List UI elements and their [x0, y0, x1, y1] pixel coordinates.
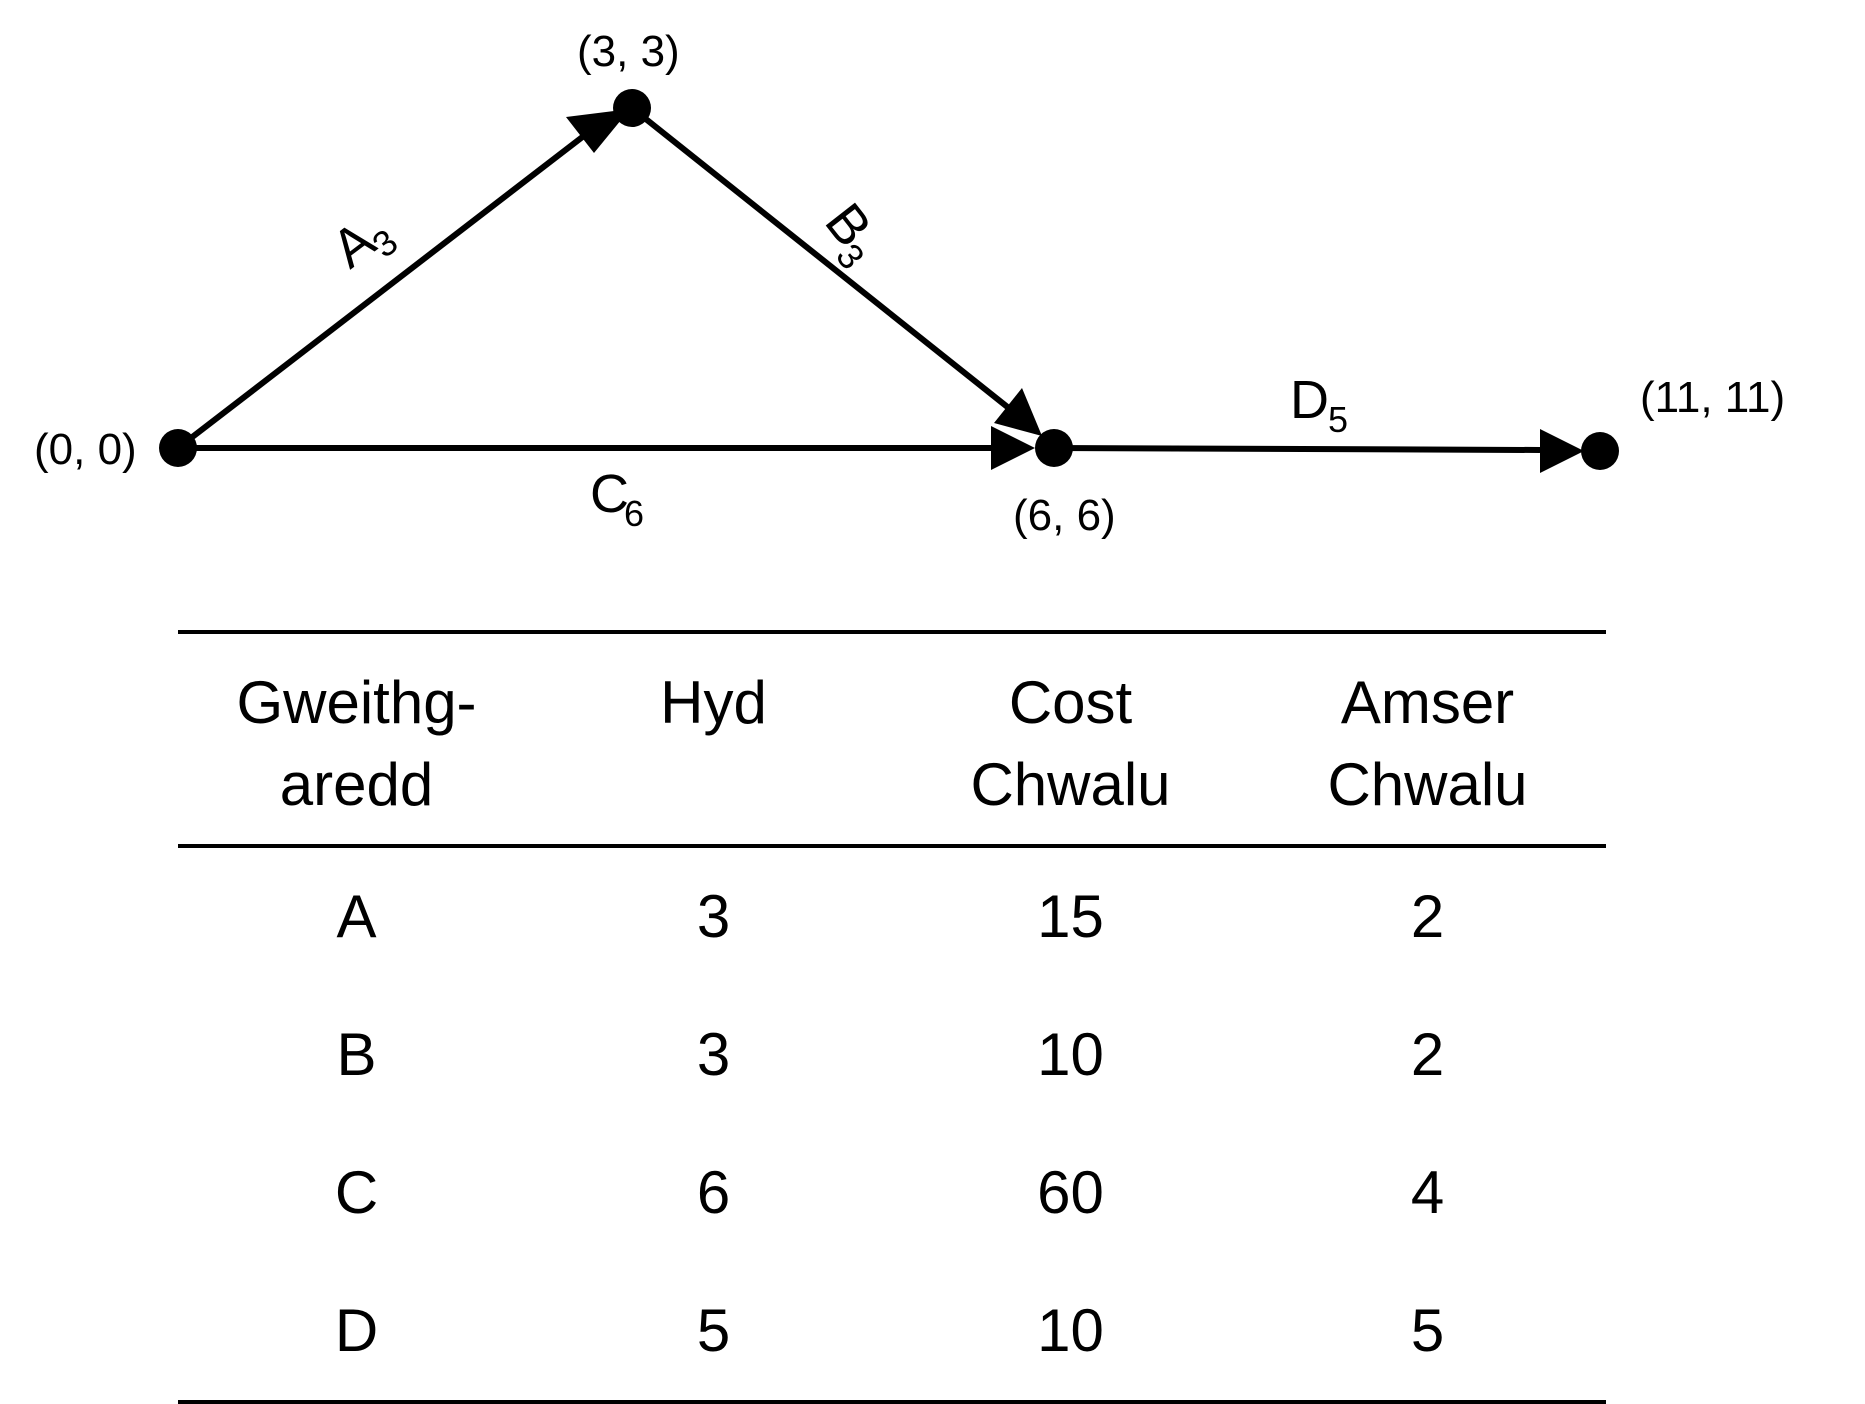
cell-activity: D	[334, 1297, 379, 1364]
table-row: C 6 60 4	[178, 1124, 1606, 1262]
header-activity: Gweithg- aredd	[178, 632, 535, 846]
cell-duration: 3	[696, 883, 731, 950]
edge-c-letter: C	[590, 464, 629, 524]
edge-d-arrow	[1053, 445, 1541, 453]
node-end	[1581, 432, 1619, 470]
cell-crash-cost: 60	[1037, 1159, 1104, 1226]
cell-activity: A	[336, 883, 377, 950]
cell-crash-time: 4	[1410, 1159, 1445, 1226]
header-crash-time: Amser Chwalu	[1249, 632, 1606, 846]
header-activity-line1: Gweithg-	[236, 669, 477, 736]
header-activity-line2: aredd	[279, 751, 434, 818]
cell-crash-time: 2	[1410, 1021, 1445, 1088]
table-row: A 3 15 2	[178, 846, 1606, 986]
node-top	[613, 89, 651, 127]
edge-d-duration: 5	[1328, 399, 1348, 440]
header-crash-cost: Cost Chwalu	[892, 632, 1249, 846]
header-duration-line1: Hyd	[660, 669, 767, 736]
table-header-row: Gweithg- aredd Hyd Cost Chwalu Amser Chw…	[178, 632, 1606, 846]
edge-d-label: D 5	[1290, 370, 1348, 440]
header-duration: Hyd	[535, 632, 892, 846]
node-top-label: (3, 3)	[577, 27, 680, 76]
node-start-label: (0, 0)	[34, 425, 137, 474]
header-duration-line2	[535, 744, 892, 826]
cell-activity: B	[336, 1021, 377, 1088]
header-crash-cost-line2: Chwalu	[970, 751, 1171, 818]
activity-table: Gweithg- aredd Hyd Cost Chwalu Amser Chw…	[178, 630, 1606, 1404]
edge-c-arrowhead	[991, 426, 1035, 470]
edge-d-letter: D	[1290, 370, 1329, 430]
cell-crash-time: 5	[1410, 1297, 1445, 1364]
cell-duration: 5	[696, 1297, 731, 1364]
edge-d-arrowhead	[1540, 429, 1584, 473]
cell-activity: C	[334, 1159, 379, 1226]
cell-duration: 3	[696, 1021, 731, 1088]
edge-b-arrowhead	[994, 388, 1042, 436]
activity-table-container: Gweithg- aredd Hyd Cost Chwalu Amser Chw…	[178, 630, 1606, 1404]
activity-network-diagram: (0, 0) (3, 3) (6, 6) (11, 11) A 3 B 3 C …	[34, 27, 1785, 540]
header-crash-time-line1: Amser	[1340, 669, 1515, 736]
edge-c-duration: 6	[624, 493, 644, 534]
node-mid	[1035, 429, 1073, 467]
edge-b-arrow	[630, 105, 1017, 416]
node-start	[159, 429, 197, 467]
table-row: B 3 10 2	[178, 986, 1606, 1124]
node-mid-label: (6, 6)	[1013, 491, 1116, 540]
cell-crash-cost: 10	[1037, 1297, 1104, 1364]
edge-a-arrowhead	[566, 109, 630, 153]
cell-duration: 6	[696, 1159, 731, 1226]
header-crash-time-line2: Chwalu	[1327, 751, 1528, 818]
cell-crash-cost: 10	[1037, 1021, 1104, 1088]
table-row: D 5 10 5	[178, 1262, 1606, 1402]
edge-a-label: A 3	[321, 210, 405, 280]
cell-crash-cost: 15	[1037, 883, 1104, 950]
edge-c-label: C 6	[590, 464, 644, 534]
edge-a-arrow	[176, 122, 600, 451]
header-crash-cost-line1: Cost	[1008, 669, 1133, 736]
node-end-label: (11, 11)	[1640, 373, 1785, 422]
cell-crash-time: 2	[1410, 883, 1445, 950]
edge-b-label: B 3	[814, 192, 883, 276]
